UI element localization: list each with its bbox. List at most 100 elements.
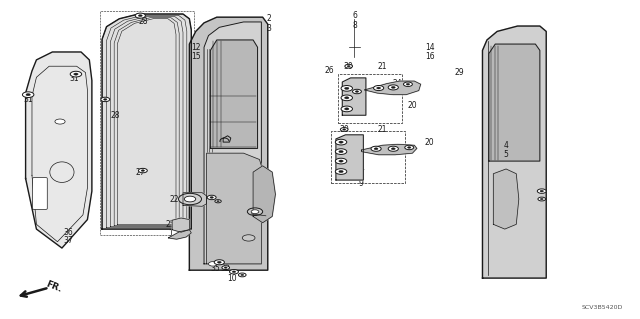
Circle shape [239, 273, 246, 277]
Polygon shape [493, 169, 519, 229]
Circle shape [540, 190, 543, 192]
Polygon shape [102, 14, 191, 229]
Text: 23: 23 [253, 212, 262, 221]
Circle shape [215, 200, 221, 203]
Text: 2: 2 [267, 14, 271, 23]
Text: 15: 15 [191, 52, 200, 61]
Circle shape [404, 145, 413, 150]
Text: SCV3B5420D: SCV3B5420D [581, 305, 623, 310]
Circle shape [344, 87, 349, 89]
Text: 36: 36 [63, 228, 73, 237]
Circle shape [141, 170, 145, 171]
Polygon shape [189, 17, 268, 270]
Circle shape [388, 146, 398, 151]
Circle shape [406, 83, 410, 85]
Text: 28: 28 [138, 18, 148, 26]
Circle shape [251, 210, 259, 214]
Text: 7: 7 [359, 169, 364, 178]
Polygon shape [336, 135, 364, 180]
Circle shape [403, 82, 412, 86]
Text: 10: 10 [227, 274, 237, 283]
Circle shape [230, 270, 239, 274]
Circle shape [335, 169, 347, 174]
Circle shape [538, 197, 545, 201]
Polygon shape [183, 193, 207, 206]
Text: 28: 28 [110, 111, 120, 120]
Polygon shape [172, 218, 189, 232]
Text: 34: 34 [218, 131, 228, 140]
Circle shape [70, 71, 82, 77]
Circle shape [104, 99, 107, 100]
Text: 20: 20 [425, 137, 435, 147]
Circle shape [74, 73, 78, 75]
Circle shape [55, 119, 65, 124]
Text: 12: 12 [191, 43, 200, 52]
Text: 8: 8 [353, 21, 357, 30]
Circle shape [374, 148, 378, 150]
Text: 14: 14 [425, 43, 435, 52]
Circle shape [207, 195, 216, 200]
Polygon shape [362, 144, 417, 155]
Text: 25: 25 [166, 220, 175, 229]
Circle shape [391, 148, 396, 150]
Circle shape [339, 160, 343, 162]
Circle shape [138, 15, 142, 17]
Circle shape [391, 86, 396, 88]
Circle shape [335, 158, 347, 164]
Circle shape [388, 85, 398, 90]
Text: 32: 32 [221, 264, 230, 273]
Text: 27: 27 [136, 168, 145, 177]
Text: 21: 21 [378, 62, 387, 71]
Circle shape [408, 147, 411, 148]
Circle shape [218, 261, 221, 263]
Circle shape [22, 92, 34, 98]
Text: 18: 18 [242, 245, 252, 254]
Circle shape [100, 97, 109, 102]
Circle shape [26, 93, 30, 96]
Text: 24: 24 [393, 79, 403, 88]
Polygon shape [342, 78, 366, 115]
Circle shape [540, 198, 543, 200]
Circle shape [343, 129, 346, 130]
Circle shape [371, 146, 381, 151]
Text: 21: 21 [378, 125, 387, 134]
Circle shape [339, 151, 343, 153]
Text: 11: 11 [208, 196, 218, 205]
Circle shape [335, 149, 347, 154]
Polygon shape [204, 22, 261, 264]
Circle shape [341, 95, 353, 101]
Circle shape [377, 87, 381, 89]
Circle shape [224, 267, 227, 268]
Circle shape [374, 85, 384, 91]
Circle shape [339, 170, 343, 173]
Text: 26: 26 [324, 66, 334, 76]
Circle shape [209, 262, 218, 266]
Polygon shape [483, 26, 546, 278]
Circle shape [344, 108, 349, 110]
Circle shape [348, 65, 350, 67]
Text: 3: 3 [267, 24, 271, 33]
Text: 31: 31 [70, 74, 79, 83]
Polygon shape [365, 81, 420, 95]
Circle shape [210, 197, 213, 198]
Circle shape [135, 13, 145, 18]
Circle shape [243, 235, 255, 241]
Text: 30: 30 [339, 125, 349, 134]
Polygon shape [26, 52, 92, 248]
Circle shape [335, 139, 347, 145]
Text: 6: 6 [353, 11, 358, 20]
Circle shape [138, 168, 147, 173]
Circle shape [340, 128, 348, 131]
Circle shape [217, 201, 220, 202]
Circle shape [538, 189, 546, 193]
Circle shape [344, 97, 349, 99]
Circle shape [184, 196, 196, 202]
Text: 35: 35 [210, 264, 220, 273]
Text: 9: 9 [359, 179, 364, 188]
Polygon shape [207, 153, 261, 264]
Circle shape [232, 271, 236, 273]
Polygon shape [253, 166, 275, 223]
Circle shape [214, 260, 225, 265]
Polygon shape [168, 230, 191, 239]
Circle shape [341, 85, 353, 91]
